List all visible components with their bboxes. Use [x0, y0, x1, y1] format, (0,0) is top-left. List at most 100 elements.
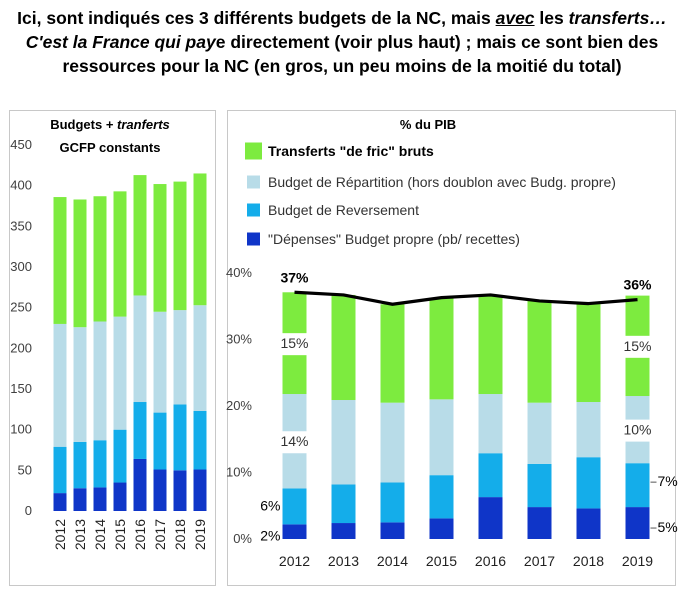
bar-repartition-2014 — [93, 321, 107, 441]
annotation-bg-2012-transferts — [279, 333, 310, 356]
x-tick-label-2013: 2013 — [72, 519, 88, 550]
bar-repartition-2018 — [576, 402, 601, 458]
x-tick-label-2012: 2012 — [279, 553, 310, 569]
x-tick-label-2019: 2019 — [622, 553, 653, 569]
bar-reversement-2015 — [113, 429, 127, 483]
bar-propre-2015 — [113, 482, 127, 511]
bar-propre-2012 — [282, 524, 307, 539]
bar-repartition-2016 — [478, 394, 503, 454]
bar-propre-2018 — [576, 508, 601, 539]
x-tick-label-2018: 2018 — [573, 553, 604, 569]
bar-repartition-2015 — [113, 316, 127, 430]
left-chart-panel: Budgets + tranferts GCFP constants 0 50 100 1… — [9, 110, 216, 586]
bar-propre-2013 — [331, 523, 356, 539]
left-chart-title: Budgets + tranferts — [50, 117, 170, 132]
y-tick-label-40: 40% — [226, 265, 252, 280]
annotation-bg-2012-repartition — [279, 431, 310, 454]
annotation-2012-reversement: 6% — [260, 497, 280, 513]
page-header: Ici, sont indiqués ces 3 différents budg… — [0, 6, 684, 78]
bar-transferts-2018 — [576, 303, 601, 403]
bar-transferts-2015 — [429, 297, 454, 400]
bar-repartition-2014 — [380, 402, 405, 483]
x-tick-label-2016: 2016 — [475, 553, 506, 569]
annotation-2019-transferts: 15% — [623, 338, 651, 354]
total-line — [294, 290, 638, 306]
y-tick-label-400: 400 — [10, 178, 32, 193]
bar-reversement-2014 — [380, 482, 405, 523]
x-tick-label-2018: 2018 — [172, 519, 188, 550]
bar-reversement-2015 — [429, 475, 454, 519]
legend-swatch-propre — [247, 232, 260, 246]
annotation-2012-repartition: 14% — [280, 433, 308, 449]
left-chart-subtitle: GCFP constants — [60, 140, 161, 155]
bar-propre-2015 — [429, 518, 454, 539]
y-tick-label-300: 300 — [10, 259, 32, 274]
bar-repartition-2013 — [331, 400, 356, 485]
annotation-2019-reversement: 7% — [658, 473, 678, 489]
bar-reversement-2018 — [173, 404, 187, 471]
x-tick-label-2015: 2015 — [426, 553, 457, 569]
bar-reversement-2014 — [93, 440, 107, 488]
x-tick-label-2017: 2017 — [152, 519, 168, 550]
bar-transferts-2012 — [53, 197, 67, 324]
bar-repartition-2016 — [133, 295, 147, 403]
bar-transferts-2017 — [153, 184, 167, 312]
y-tick-label-450: 450 — [10, 137, 32, 152]
bar-reversement-2016 — [133, 402, 147, 459]
bar-repartition-2017 — [527, 402, 552, 464]
annotation-2012-transferts: 15% — [280, 335, 308, 351]
legend-swatch-repartition — [247, 175, 260, 189]
bar-propre-2016 — [478, 497, 503, 539]
y-tick-label-250: 250 — [10, 300, 32, 315]
annotation-2019-total: 36% — [623, 277, 652, 293]
bar-reversement-2017 — [153, 412, 167, 470]
bar-reversement-2013 — [73, 441, 87, 489]
bar-transferts-2016 — [133, 175, 147, 296]
x-tick-label-2019: 2019 — [192, 519, 208, 550]
right-chart-panel: % du PIB Transferts "de fric" bruts Budget… — [226, 110, 678, 586]
header-line-1: Ici, sont indiqués ces 3 différents budg… — [0, 6, 684, 30]
bar-repartition-2019 — [193, 305, 207, 411]
annotation-2012-propre: 2% — [260, 528, 280, 544]
bar-reversement-2019 — [193, 410, 207, 470]
bar-transferts-2013 — [73, 199, 87, 328]
header-line-1-text-a: Ici, sont indiqués ces 3 différents budg… — [17, 8, 496, 28]
legend-label-reversement: Budget de Reversement — [268, 202, 419, 218]
header-line-2-italic: C'est la France qui pay — [25, 32, 216, 52]
x-tick-label-2014: 2014 — [92, 519, 108, 550]
left-stacked-bar-chart: Budgets + tranferts GCFP constants 0 50 100 1… — [10, 117, 208, 550]
annotation-bg-2019-repartition — [622, 419, 653, 442]
bar-reversement-2012 — [53, 446, 67, 494]
bar-propre-2014 — [93, 487, 107, 511]
right-chart-title: % du PIB — [400, 117, 456, 132]
x-tick-label-2012: 2012 — [52, 519, 68, 550]
bar-transferts-2014 — [93, 196, 107, 322]
left-chart-title-part2: tranferts — [117, 117, 170, 132]
right-stacked-bar-chart: % du PIB Transferts "de fric" bruts Budget… — [226, 117, 678, 569]
bar-reversement-2018 — [576, 457, 601, 509]
bar-propre-2013 — [73, 488, 87, 511]
annotation-2019-repartition: 10% — [623, 422, 651, 438]
left-chart-title-part1: Budgets + — [50, 117, 117, 132]
bar-propre-2017 — [527, 507, 552, 539]
y-tick-label-30: 30% — [226, 332, 252, 347]
bar-repartition-2013 — [73, 327, 87, 442]
x-tick-label-2017: 2017 — [524, 553, 555, 569]
bar-propre-2016 — [133, 458, 147, 511]
annotation-bg-2019-transferts — [622, 335, 653, 358]
bar-repartition-2018 — [173, 310, 187, 405]
header-line-1-transferts: transferts… — [568, 8, 667, 28]
x-tick-label-2016: 2016 — [132, 519, 148, 550]
bar-repartition-2017 — [153, 311, 167, 413]
x-tick-label-2013: 2013 — [328, 553, 359, 569]
bar-transferts-2019 — [193, 173, 207, 306]
bar-reversement-2012 — [282, 488, 307, 525]
bar-propre-2018 — [173, 470, 187, 511]
y-tick-label-0: 0 — [25, 503, 32, 518]
bar-transferts-2015 — [113, 191, 127, 317]
x-tick-label-2014: 2014 — [377, 553, 408, 569]
y-tick-label-50: 50 — [18, 462, 32, 477]
annotation-2019-propre: 5% — [658, 519, 678, 535]
y-tick-label-200: 200 — [10, 340, 32, 355]
header-line-1-text-c: les — [534, 8, 569, 28]
